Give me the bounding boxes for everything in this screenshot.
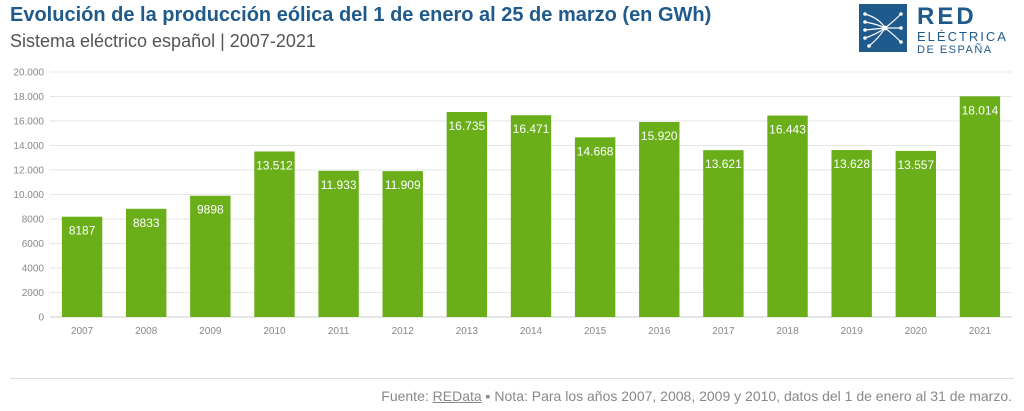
bar <box>510 115 552 317</box>
x-tick-label: 2013 <box>456 326 479 337</box>
y-tick-label: 10.000 <box>13 190 44 201</box>
bar <box>254 151 295 317</box>
bar <box>895 150 937 317</box>
x-tick-label: 2021 <box>969 326 992 337</box>
bar-value-label: 15.920 <box>641 129 678 143</box>
bar-value-label: 16.471 <box>513 122 550 136</box>
bar <box>959 96 1001 318</box>
bar <box>831 150 872 317</box>
logo-text-red: RED <box>917 3 977 30</box>
logo-mark-icon <box>859 4 907 52</box>
x-tick-label: 2015 <box>584 326 607 337</box>
bar-value-label: 13.621 <box>705 157 742 171</box>
footer-divider <box>10 378 1014 379</box>
bar-value-label: 8833 <box>133 216 160 230</box>
y-tick-label: 20.000 <box>13 68 44 79</box>
bar-value-label: 16.735 <box>449 119 486 133</box>
x-tick-label: 2014 <box>520 326 543 337</box>
x-tick-label: 2010 <box>263 326 286 337</box>
bar-value-label: 18.014 <box>962 103 999 117</box>
bar <box>190 195 231 317</box>
logo-text-electrica: ELÉCTRICA <box>917 29 1008 44</box>
bar-value-label: 13.512 <box>256 158 293 172</box>
bar <box>318 170 359 317</box>
y-tick-label: 8000 <box>22 215 45 226</box>
x-tick-label: 2007 <box>71 326 94 337</box>
bar-value-label: 16.443 <box>769 123 806 137</box>
y-tick-label: 2000 <box>22 288 45 299</box>
x-tick-label: 2019 <box>841 326 864 337</box>
bar-value-label: 13.628 <box>833 157 870 171</box>
bar-value-label: 11.933 <box>321 178 357 192</box>
y-tick-label: 16.000 <box>13 117 44 128</box>
x-tick-label: 2011 <box>328 326 350 337</box>
y-tick-label: 4000 <box>22 264 45 275</box>
bar <box>61 216 103 317</box>
footer-note-text: ▪ Nota: Para los años 2007, 2008, 2009 y… <box>481 388 1012 404</box>
footer-note: Fuente: REData ▪ Nota: Para los años 200… <box>381 388 1012 404</box>
x-tick-label: 2018 <box>776 326 799 337</box>
x-tick-label: 2016 <box>648 326 671 337</box>
y-tick-label: 0 <box>38 313 44 324</box>
x-tick-label: 2008 <box>135 326 158 337</box>
y-tick-label: 6000 <box>22 239 45 250</box>
x-tick-label: 2017 <box>712 326 735 337</box>
y-tick-label: 12.000 <box>13 166 44 177</box>
x-tick-label: 2012 <box>392 326 415 337</box>
chart-subtitle: Sistema eléctrico español | 2007-2021 <box>10 31 316 51</box>
y-tick-label: 18.000 <box>13 92 44 103</box>
bar-value-label: 14.668 <box>577 144 614 158</box>
x-tick-label: 2020 <box>905 326 928 337</box>
bar <box>446 111 488 317</box>
chart-title: Evolución de la producción eólica del 1 … <box>10 4 712 26</box>
bar-chart: 0 2000 4000 6000 8000 10.000 12.000 14.000 16.00… <box>13 68 1012 337</box>
bar <box>382 171 423 317</box>
bar <box>703 150 744 317</box>
bar <box>125 208 167 317</box>
bar <box>767 115 808 318</box>
bar-value-label: 8187 <box>69 224 96 238</box>
redata-link[interactable]: REData <box>432 388 482 404</box>
bar-value-label: 11.909 <box>385 178 421 192</box>
bar <box>574 137 616 317</box>
footer-prefix: Fuente: <box>381 388 433 404</box>
logo-text-de-espana: DE ESPAÑA <box>917 44 993 56</box>
bar-value-label: 9898 <box>197 203 224 217</box>
bar-value-label: 13.557 <box>897 158 934 172</box>
red-electrica-logo: RED ELÉCTRICA DE ESPAÑA <box>859 3 1019 57</box>
y-tick-label: 14.000 <box>13 141 44 152</box>
bar <box>639 121 680 317</box>
x-tick-label: 2009 <box>199 326 222 337</box>
logo-wordmark: RED ELÉCTRICA DE ESPAÑA <box>917 3 1008 57</box>
